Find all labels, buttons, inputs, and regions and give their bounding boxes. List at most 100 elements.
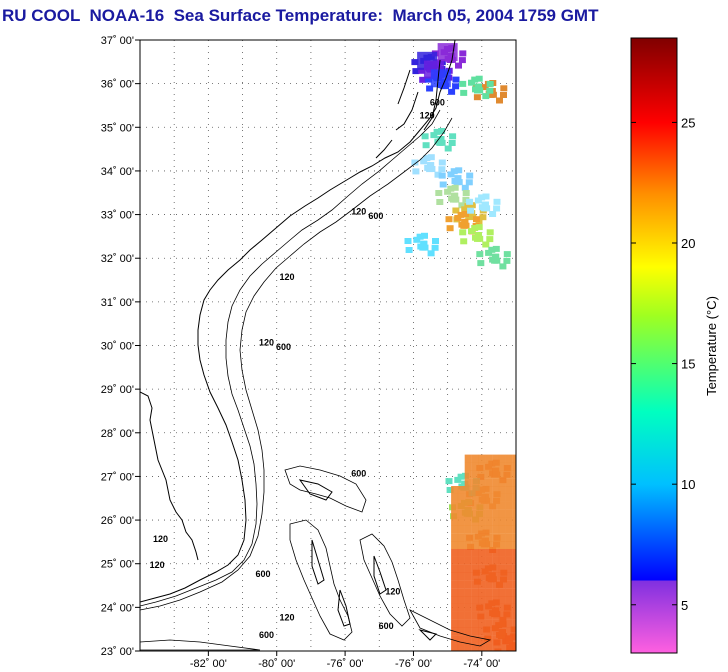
sst-pixel [505, 517, 513, 526]
coastline-and-isobaths [140, 40, 492, 651]
sst-pixel [478, 525, 486, 534]
sst-pixel [445, 478, 453, 485]
sst-pixel [498, 462, 506, 471]
sst-pixel [512, 533, 516, 542]
sst-pixel [468, 79, 475, 86]
sst-pixel [498, 493, 506, 502]
sst-pixel [485, 548, 493, 557]
sst-pixel [492, 501, 500, 510]
sst-pixel [478, 478, 486, 487]
sst-pixel [481, 84, 489, 91]
sst-pixel [498, 533, 506, 542]
isobath-label: 120 [150, 560, 165, 570]
sst-pixel [512, 541, 516, 549]
sst-pixel [482, 193, 490, 200]
lon-tick-label: -82˚ 00' [190, 658, 227, 670]
sst-pixel [492, 462, 500, 471]
sst-pixel [425, 76, 432, 83]
lon-tick-label: -76˚ 00' [395, 658, 432, 670]
bahamas-islands [298, 479, 437, 641]
sst-pixel [419, 76, 427, 83]
us-east-coastline [140, 40, 456, 603]
sst-pixel [498, 517, 506, 526]
sst-pixel [505, 564, 513, 573]
sst-pixel [478, 564, 486, 573]
sst-pixel [420, 240, 428, 247]
sst-pixel [492, 541, 500, 549]
sst-pixel [512, 525, 516, 534]
sst-pixel [498, 556, 506, 565]
sst-pixel [485, 533, 493, 542]
sst-pixel [492, 509, 500, 518]
sst-pixel [498, 627, 506, 636]
sst-pixel [464, 580, 472, 589]
colorbar: 5 10 15 20 25 Temperature (°C) [630, 37, 719, 654]
sst-pixel [416, 233, 424, 240]
sst-pixel [436, 199, 444, 205]
sst-pixel [471, 564, 479, 573]
lat-tick-label: 25˚ 00' [101, 559, 134, 571]
sst-pixel [457, 493, 465, 502]
sst-pixel [498, 486, 506, 494]
sst-pixel [486, 80, 494, 87]
isobath-label: 600 [430, 97, 445, 107]
sst-pixel [448, 88, 456, 95]
sst-pixel [485, 627, 493, 636]
sst-pixel [451, 611, 459, 620]
sst-pixel [464, 470, 472, 479]
sst-pixel [426, 85, 434, 92]
sst-pixel [478, 470, 486, 479]
sst-pixel [411, 59, 419, 66]
sst-pixel [451, 596, 459, 604]
lat-tick-label: 24˚ 00' [101, 602, 134, 614]
sst-pixel [451, 541, 459, 549]
sst-pixel [505, 462, 513, 471]
sst-pixel [499, 263, 507, 270]
sst-pixel [471, 225, 479, 231]
map-title: RU COOL NOAA-16 Sea Surface Temperature:… [2, 6, 599, 25]
sst-pixel [512, 611, 516, 620]
sst-pixel [512, 548, 516, 557]
sst-pixel [512, 556, 516, 565]
sst-pixel [471, 611, 479, 620]
colorbar-tick-label: 10 [681, 477, 695, 492]
sst-pixel [498, 548, 506, 557]
sst-pixel [451, 588, 459, 597]
sst-pixel [447, 185, 455, 192]
sst-pixel [412, 168, 420, 175]
sst-pixel [498, 525, 506, 534]
sst-pixel [500, 85, 508, 92]
sst-pixel [471, 619, 479, 628]
sst-pixel [457, 473, 465, 480]
sst-pixel [455, 62, 462, 69]
sst-pixel [485, 635, 493, 644]
outer-banks [375, 59, 441, 159]
sst-pixel [482, 93, 490, 100]
sst-pixel [512, 619, 516, 628]
sst-pixel [464, 603, 472, 612]
sst-pixel [471, 588, 479, 597]
sst-pixel [448, 140, 456, 146]
sst-pixel [486, 229, 494, 236]
sst-pixel [451, 603, 459, 612]
sst-pixel [445, 216, 453, 223]
sst-pixel [457, 556, 465, 565]
sst-pixel [485, 556, 493, 565]
sst-pixel [457, 596, 465, 604]
sst-pixel [467, 207, 475, 214]
sst-pixel [512, 486, 516, 494]
sst-pixel [505, 501, 513, 510]
sst-pixel [478, 486, 486, 494]
lat-tick-label: 26˚ 00' [101, 515, 134, 527]
sst-pixel [464, 525, 472, 534]
sst-pixel [498, 501, 506, 510]
sst-pixel [438, 172, 446, 179]
sst-pixel [418, 67, 426, 74]
sst-pixel [457, 643, 465, 651]
sst-pixel [427, 250, 435, 257]
sst-pixel [505, 533, 513, 542]
sst-pixel [421, 232, 428, 239]
sst-pixel [478, 611, 486, 620]
sst-pixel [451, 619, 459, 628]
isobath-label: 120 [351, 207, 366, 217]
